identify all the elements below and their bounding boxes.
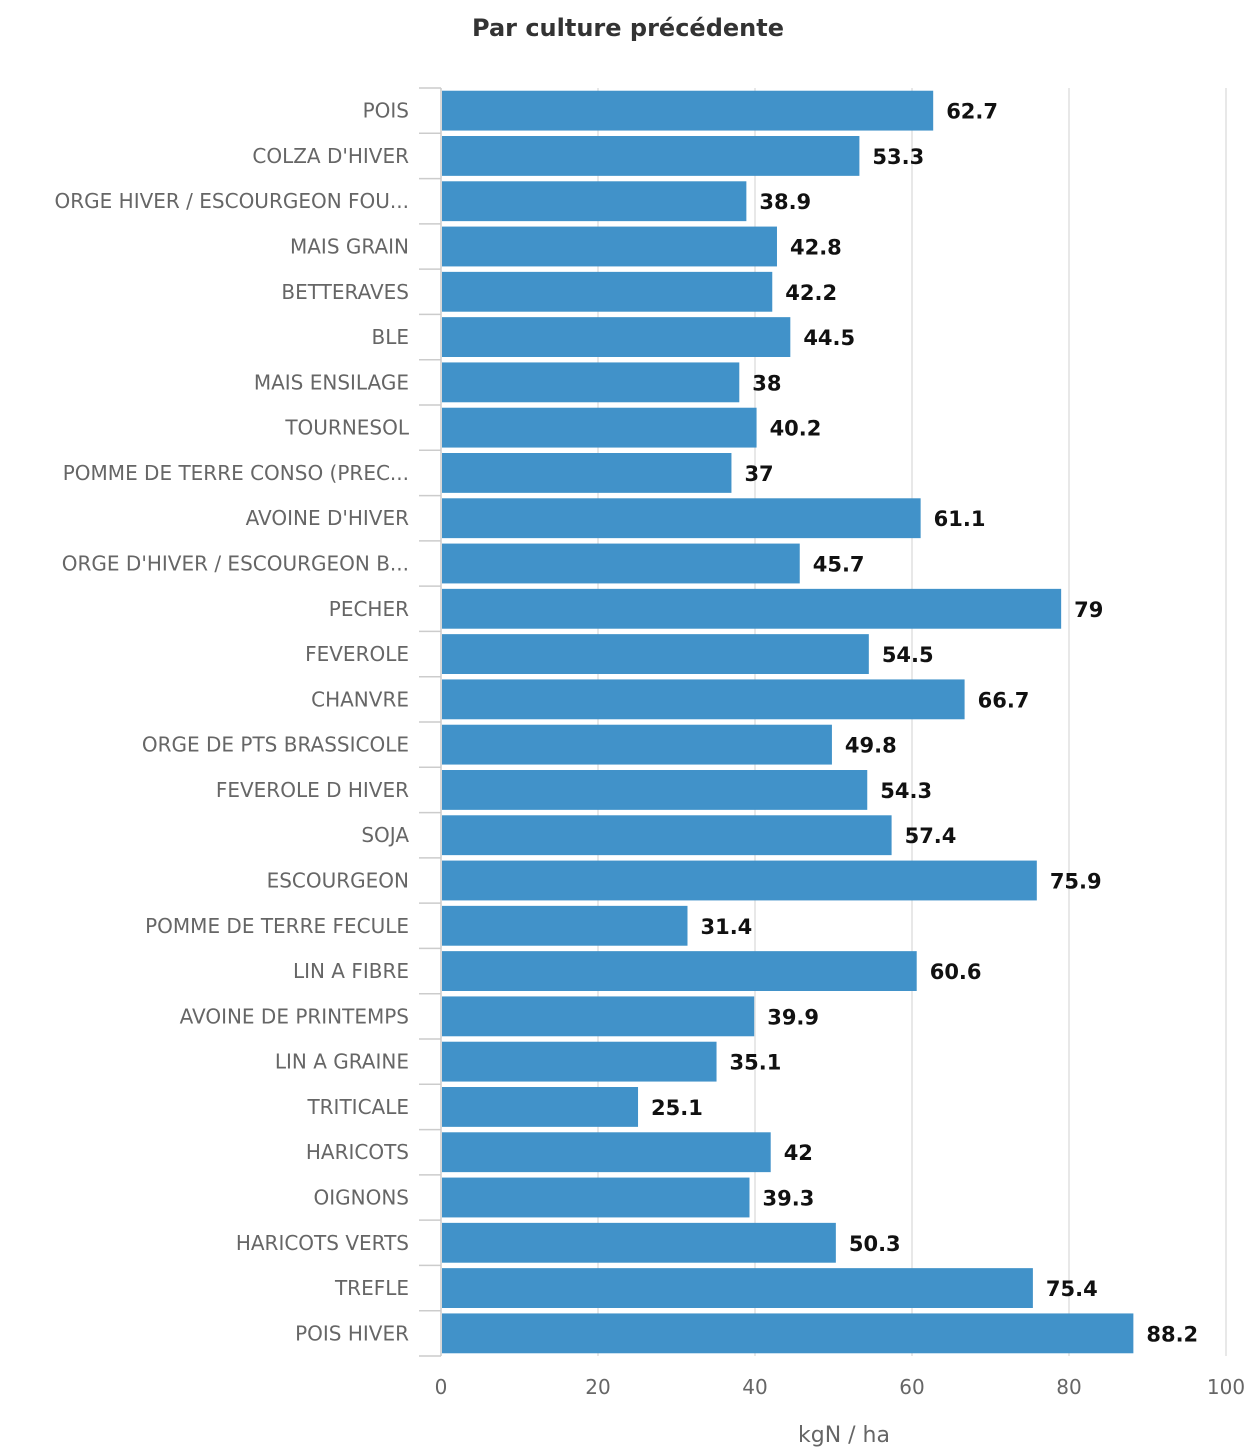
data-labels: 62.7 53.3 38.9 42.8 42.2 44.5 38 40.2 37 61.1 45.7… (651, 100, 1198, 1347)
bar (442, 1222, 836, 1263)
category-label: POMME DE TERRE FECULE (145, 914, 409, 938)
category-label: FEVEROLE D HIVER (216, 778, 409, 802)
data-label: 38 (752, 371, 781, 395)
category-label: TREFLE (334, 1276, 409, 1300)
x-tick-label: 0 (435, 1375, 448, 1399)
category-label: LIN A FIBRE (293, 959, 409, 983)
data-label: 42 (784, 1141, 813, 1165)
bar (442, 317, 791, 357)
data-label: 40.2 (770, 417, 822, 441)
data-label: 75.9 (1050, 870, 1102, 894)
bar (442, 362, 740, 403)
category-label: OIGNONS (314, 1186, 410, 1210)
data-label: 62.7 (946, 100, 998, 124)
category-label: HARICOTS (306, 1140, 409, 1164)
data-label: 49.8 (845, 734, 897, 758)
data-label: 45.7 (813, 553, 865, 577)
bar (442, 1177, 750, 1218)
x-axis-ticks: 0 20 40 60 80 100 (435, 1375, 1245, 1399)
category-label: TOURNESOL (284, 416, 410, 440)
data-label: 57.4 (905, 824, 957, 848)
data-label: 79 (1074, 598, 1103, 622)
category-label: POIS (363, 99, 409, 123)
bar (442, 905, 688, 946)
bar (442, 1313, 1134, 1354)
category-label: MAIS GRAIN (290, 235, 409, 259)
category-label: HARICOTS VERTS (236, 1231, 409, 1255)
data-label: 31.4 (700, 915, 752, 939)
data-label: 54.5 (882, 643, 934, 667)
bar (442, 543, 800, 584)
bar (442, 1268, 1033, 1308)
bar (442, 1087, 639, 1127)
category-label: CHANVRE (311, 687, 409, 711)
bars (442, 90, 1134, 1354)
bar (442, 815, 892, 856)
data-label: 42.8 (790, 236, 842, 260)
data-label: 50.3 (849, 1232, 901, 1256)
bar (442, 181, 747, 222)
data-label: 37 (744, 462, 773, 486)
x-tick-label: 40 (742, 1375, 767, 1399)
bar (442, 770, 868, 810)
category-label: BLE (372, 325, 410, 349)
bar (442, 498, 921, 539)
data-label: 38.9 (759, 190, 811, 214)
category-label: PECHER (329, 597, 409, 621)
category-label: FEVEROLE (305, 642, 409, 666)
category-label: ORGE HIVER / ESCOURGEON FOU... (55, 189, 409, 213)
bar (442, 90, 934, 131)
category-label: ORGE D'HIVER / ESCOURGEON B... (62, 552, 409, 576)
data-label: 44.5 (803, 326, 855, 350)
category-label: MAIS ENSILAGE (254, 370, 409, 394)
category-labels: POIS COLZA D'HIVER ORGE HIVER / ESCOURGEON… (55, 99, 410, 1346)
bar (442, 271, 773, 312)
data-label: 25.1 (651, 1096, 703, 1120)
x-axis-title: kgN / ha (798, 1423, 890, 1448)
bar (442, 1041, 717, 1082)
category-label: AVOINE D'HIVER (246, 506, 409, 530)
bar (442, 860, 1037, 901)
data-label: 75.4 (1046, 1277, 1098, 1301)
data-label: 60.6 (930, 960, 982, 984)
data-label: 35.1 (730, 1051, 782, 1075)
data-label: 66.7 (978, 688, 1030, 712)
bar (442, 1132, 771, 1173)
x-tick-label: 80 (1056, 1375, 1081, 1399)
bar (442, 951, 917, 991)
bar (442, 588, 1062, 629)
bar (442, 634, 869, 674)
category-label: TRITICALE (306, 1095, 409, 1119)
category-label: ESCOURGEON (267, 869, 409, 893)
chart-title: Par culture précédente (472, 14, 784, 42)
bar (442, 679, 965, 720)
category-label: POIS HIVER (295, 1321, 409, 1345)
data-label: 39.3 (763, 1187, 815, 1211)
data-label: 53.3 (872, 145, 924, 169)
bar (442, 136, 860, 176)
data-label: 61.1 (934, 507, 986, 531)
category-label: SOJA (361, 823, 409, 847)
category-label: POMME DE TERRE CONSO (PREC... (63, 461, 409, 485)
bar (442, 724, 832, 765)
x-tick-label: 20 (585, 1375, 610, 1399)
category-label: ORGE DE PTS BRASSICOLE (142, 733, 409, 757)
bar (442, 996, 755, 1037)
bar (442, 226, 777, 267)
category-label: BETTERAVES (281, 280, 409, 304)
data-label: 54.3 (880, 779, 932, 803)
x-tick-label: 100 (1207, 1375, 1245, 1399)
data-label: 39.9 (767, 1005, 819, 1029)
category-label: COLZA D'HIVER (252, 144, 409, 168)
bar (442, 453, 732, 493)
bar (442, 407, 757, 448)
data-label: 42.2 (785, 281, 837, 305)
x-tick-label: 60 (899, 1375, 924, 1399)
category-label: LIN A GRAINE (275, 1050, 409, 1074)
data-label: 88.2 (1146, 1322, 1198, 1346)
category-label: AVOINE DE PRINTEMPS (180, 1004, 409, 1028)
